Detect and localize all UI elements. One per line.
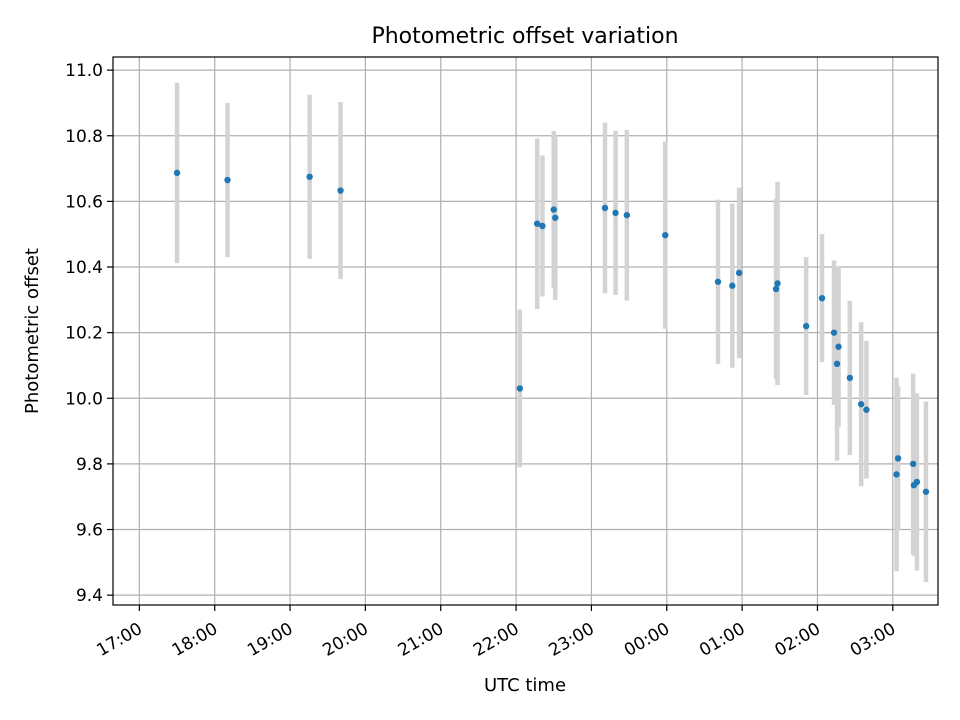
- data-point: [533, 220, 541, 227]
- data-point: [772, 285, 780, 293]
- data-point: [818, 294, 826, 302]
- chart-title: Photometric offset variation: [371, 24, 678, 49]
- data-point: [539, 222, 546, 230]
- data-point: [894, 455, 902, 462]
- data-point: [909, 460, 917, 468]
- data-point: [913, 478, 921, 486]
- data-point: [863, 406, 870, 413]
- x-tick-label: 00:00: [621, 619, 673, 661]
- y-axis-label: Photometric offset: [22, 248, 43, 414]
- data-point: [893, 471, 900, 478]
- y-tick-label: 10.0: [65, 389, 103, 409]
- data-point: [601, 204, 609, 212]
- data-point: [516, 385, 524, 392]
- data-point: [833, 360, 841, 368]
- x-tick-label: 23:00: [545, 619, 597, 661]
- data-point: [337, 187, 344, 194]
- data-point: [922, 488, 930, 495]
- data-point: [714, 278, 722, 285]
- x-axis-label: UTC time: [484, 675, 566, 696]
- grid: [113, 57, 938, 605]
- data-point: [612, 209, 619, 217]
- x-tick-label: 01:00: [696, 619, 748, 661]
- data-point: [224, 176, 231, 184]
- data-point: [846, 374, 854, 382]
- x-tick-label: 22:00: [470, 619, 522, 661]
- data-point: [802, 322, 810, 330]
- y-tick-label: 10.2: [65, 324, 103, 344]
- data-point: [550, 206, 557, 213]
- data-point: [830, 329, 838, 336]
- data-point: [857, 400, 865, 408]
- x-tick-label: 21:00: [395, 619, 447, 661]
- y-tick-label: 10.6: [65, 192, 103, 212]
- data-point: [306, 173, 313, 180]
- data-point: [729, 282, 736, 289]
- y-tick-label: 11.0: [65, 61, 103, 81]
- y-tick-label: 9.4: [76, 586, 103, 606]
- x-tick-label: 19:00: [244, 619, 296, 661]
- x-tick-label: 20:00: [319, 619, 371, 661]
- data-point: [774, 280, 781, 287]
- x-tick-label: 17:00: [93, 619, 145, 661]
- x-ticks: 17:00 18:00 19:00 20:00 21:00 22:00 23:00 00:00…: [93, 605, 899, 661]
- data-point: [735, 269, 743, 277]
- y-tick-label: 10.4: [65, 258, 103, 278]
- y-tick-label: 9.8: [76, 455, 103, 475]
- plot-frame: [112, 56, 939, 606]
- data-point: [835, 343, 842, 350]
- x-tick-label: 02:00: [772, 619, 824, 661]
- data-point: [662, 231, 669, 239]
- x-tick-label: 18:00: [169, 619, 221, 661]
- y-tick-label: 10.8: [65, 127, 103, 147]
- y-ticks: 9.4 9.6 9.8 10.0 10.2 10.4 10.6 10.8 11.0: [65, 61, 113, 606]
- data-point: [552, 214, 559, 221]
- x-tick-label: 03:00: [847, 619, 899, 661]
- data-point: [623, 211, 631, 219]
- y-tick-label: 9.6: [76, 521, 103, 541]
- data-points: [173, 169, 930, 495]
- data-point: [173, 169, 181, 177]
